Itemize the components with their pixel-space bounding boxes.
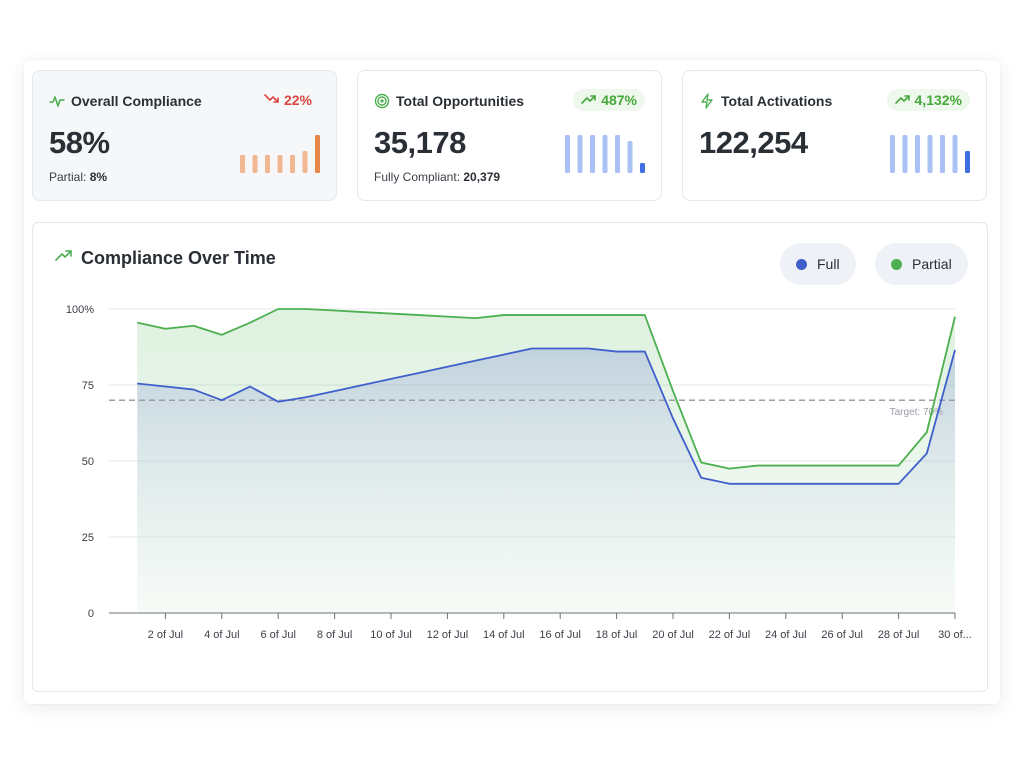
x-tick-label: 18 of Jul <box>596 629 638 641</box>
spark-bar <box>640 163 645 173</box>
x-tick-label: 28 of Jul <box>878 629 920 641</box>
badge-value: 4,132% <box>914 92 962 108</box>
y-tick-label: 75 <box>82 380 94 392</box>
card-title: Overall Compliance <box>71 93 202 109</box>
sparkline <box>565 135 645 173</box>
x-tick-label: 16 of Jul <box>539 629 581 641</box>
spark-bar <box>615 135 620 173</box>
sparkline <box>240 135 320 173</box>
series-line-full <box>137 347 956 485</box>
sub-label: Partial: <box>49 170 87 184</box>
legend-partial-toggle[interactable]: Partial <box>875 243 968 285</box>
chart-header: Compliance Over Time <box>55 247 276 269</box>
trending-up-icon <box>581 92 597 108</box>
trending-down-icon <box>264 92 280 108</box>
spark-bar <box>265 155 270 173</box>
sparkline <box>890 135 970 173</box>
spark-bar <box>565 135 570 173</box>
metric-value: 122,254 <box>699 125 808 160</box>
spark-bar <box>915 135 920 173</box>
spark-bar <box>590 135 595 173</box>
spark-bar <box>315 135 320 173</box>
target-icon <box>374 93 390 109</box>
spark-bar <box>252 155 258 173</box>
spark-bar <box>902 135 908 173</box>
bolt-icon <box>699 93 715 109</box>
badge-value: 487% <box>601 92 637 108</box>
metric-subtext: Fully Compliant: 20,379 <box>374 170 500 184</box>
x-tick-label: 4 of Jul <box>204 629 239 641</box>
legend-swatch <box>891 258 902 270</box>
overall-compliance-card[interactable]: Overall Compliance 22% 58% Partial: 8% <box>32 70 337 201</box>
trending-up-icon <box>894 92 911 108</box>
sub-value: 8% <box>89 170 108 184</box>
x-tick-label: 14 of Jul <box>483 629 525 641</box>
legend-full-toggle[interactable]: Full <box>780 243 856 285</box>
spark-bar <box>965 151 970 173</box>
legend-label: Full <box>817 256 840 272</box>
metric-value: 58% <box>49 125 110 160</box>
series-line-partial <box>137 308 956 470</box>
spark-bar <box>927 135 933 173</box>
x-tick-label: 20 of Jul <box>652 629 694 641</box>
trend-badge: 4,132% <box>886 89 970 111</box>
spark-bar <box>890 135 895 173</box>
spark-bar <box>940 135 945 173</box>
trend-badge: 22% <box>256 89 320 111</box>
x-tick-label: 8 of Jul <box>317 629 352 641</box>
metric-subtext: Partial: 8% <box>49 170 107 184</box>
spark-bar <box>627 141 633 173</box>
y-tick-label: 25 <box>82 532 94 544</box>
y-tick-label: 50 <box>82 456 94 468</box>
spark-bar <box>302 151 308 173</box>
compliance-chart: 0 25 50 75 100% Target: 70% 2 of Jul 4 of Jul 6 … <box>66 304 972 641</box>
chart-title: Compliance Over Time <box>81 247 276 268</box>
trending-up-icon <box>55 249 73 268</box>
dashboard-frame: Overall Compliance 22% 58% Partial: 8% T… <box>24 60 1000 704</box>
total-opportunities-card[interactable]: Total Opportunities 487% 35,178 Fully Co… <box>357 70 662 201</box>
y-tick-label: 100% <box>66 304 94 316</box>
spark-bar <box>602 135 608 173</box>
spark-bar <box>952 135 958 173</box>
compliance-chart-panel: 0 25 50 75 100% Target: 70% 2 of Jul 4 of Jul 6 … <box>32 222 988 692</box>
x-tick-label: 2 of Jul <box>148 629 183 641</box>
sub-label: Fully Compliant: <box>374 170 461 184</box>
spark-bar <box>290 155 295 173</box>
metric-value: 35,178 <box>374 125 466 160</box>
x-tick-label: 24 of Jul <box>765 629 807 641</box>
sub-value: 20,379 <box>463 170 501 184</box>
total-activations-card[interactable]: Total Activations 4,132% 122,254 <box>682 70 987 201</box>
x-tick-label: 12 of Jul <box>427 629 469 641</box>
trend-badge: 487% <box>573 89 645 111</box>
x-tick-label: 26 of Jul <box>821 629 863 641</box>
activity-icon <box>49 93 65 109</box>
badge-value: 22% <box>283 92 312 108</box>
x-tick-label: 22 of Jul <box>709 629 751 641</box>
legend-label: Partial <box>912 256 952 272</box>
legend-swatch <box>796 258 807 270</box>
x-tick-label: 10 of Jul <box>370 629 412 641</box>
spark-bar <box>277 155 283 173</box>
x-tick-label: 6 of Jul <box>260 629 295 641</box>
card-title: Total Opportunities <box>396 93 525 109</box>
y-tick-label: 0 <box>88 608 94 620</box>
x-tick-label: 30 of... <box>938 629 972 641</box>
spark-bar <box>577 135 583 173</box>
card-title: Total Activations <box>721 93 833 109</box>
target-label: Target: 70% <box>890 407 943 418</box>
full-area <box>137 348 955 613</box>
spark-bar <box>240 155 245 173</box>
